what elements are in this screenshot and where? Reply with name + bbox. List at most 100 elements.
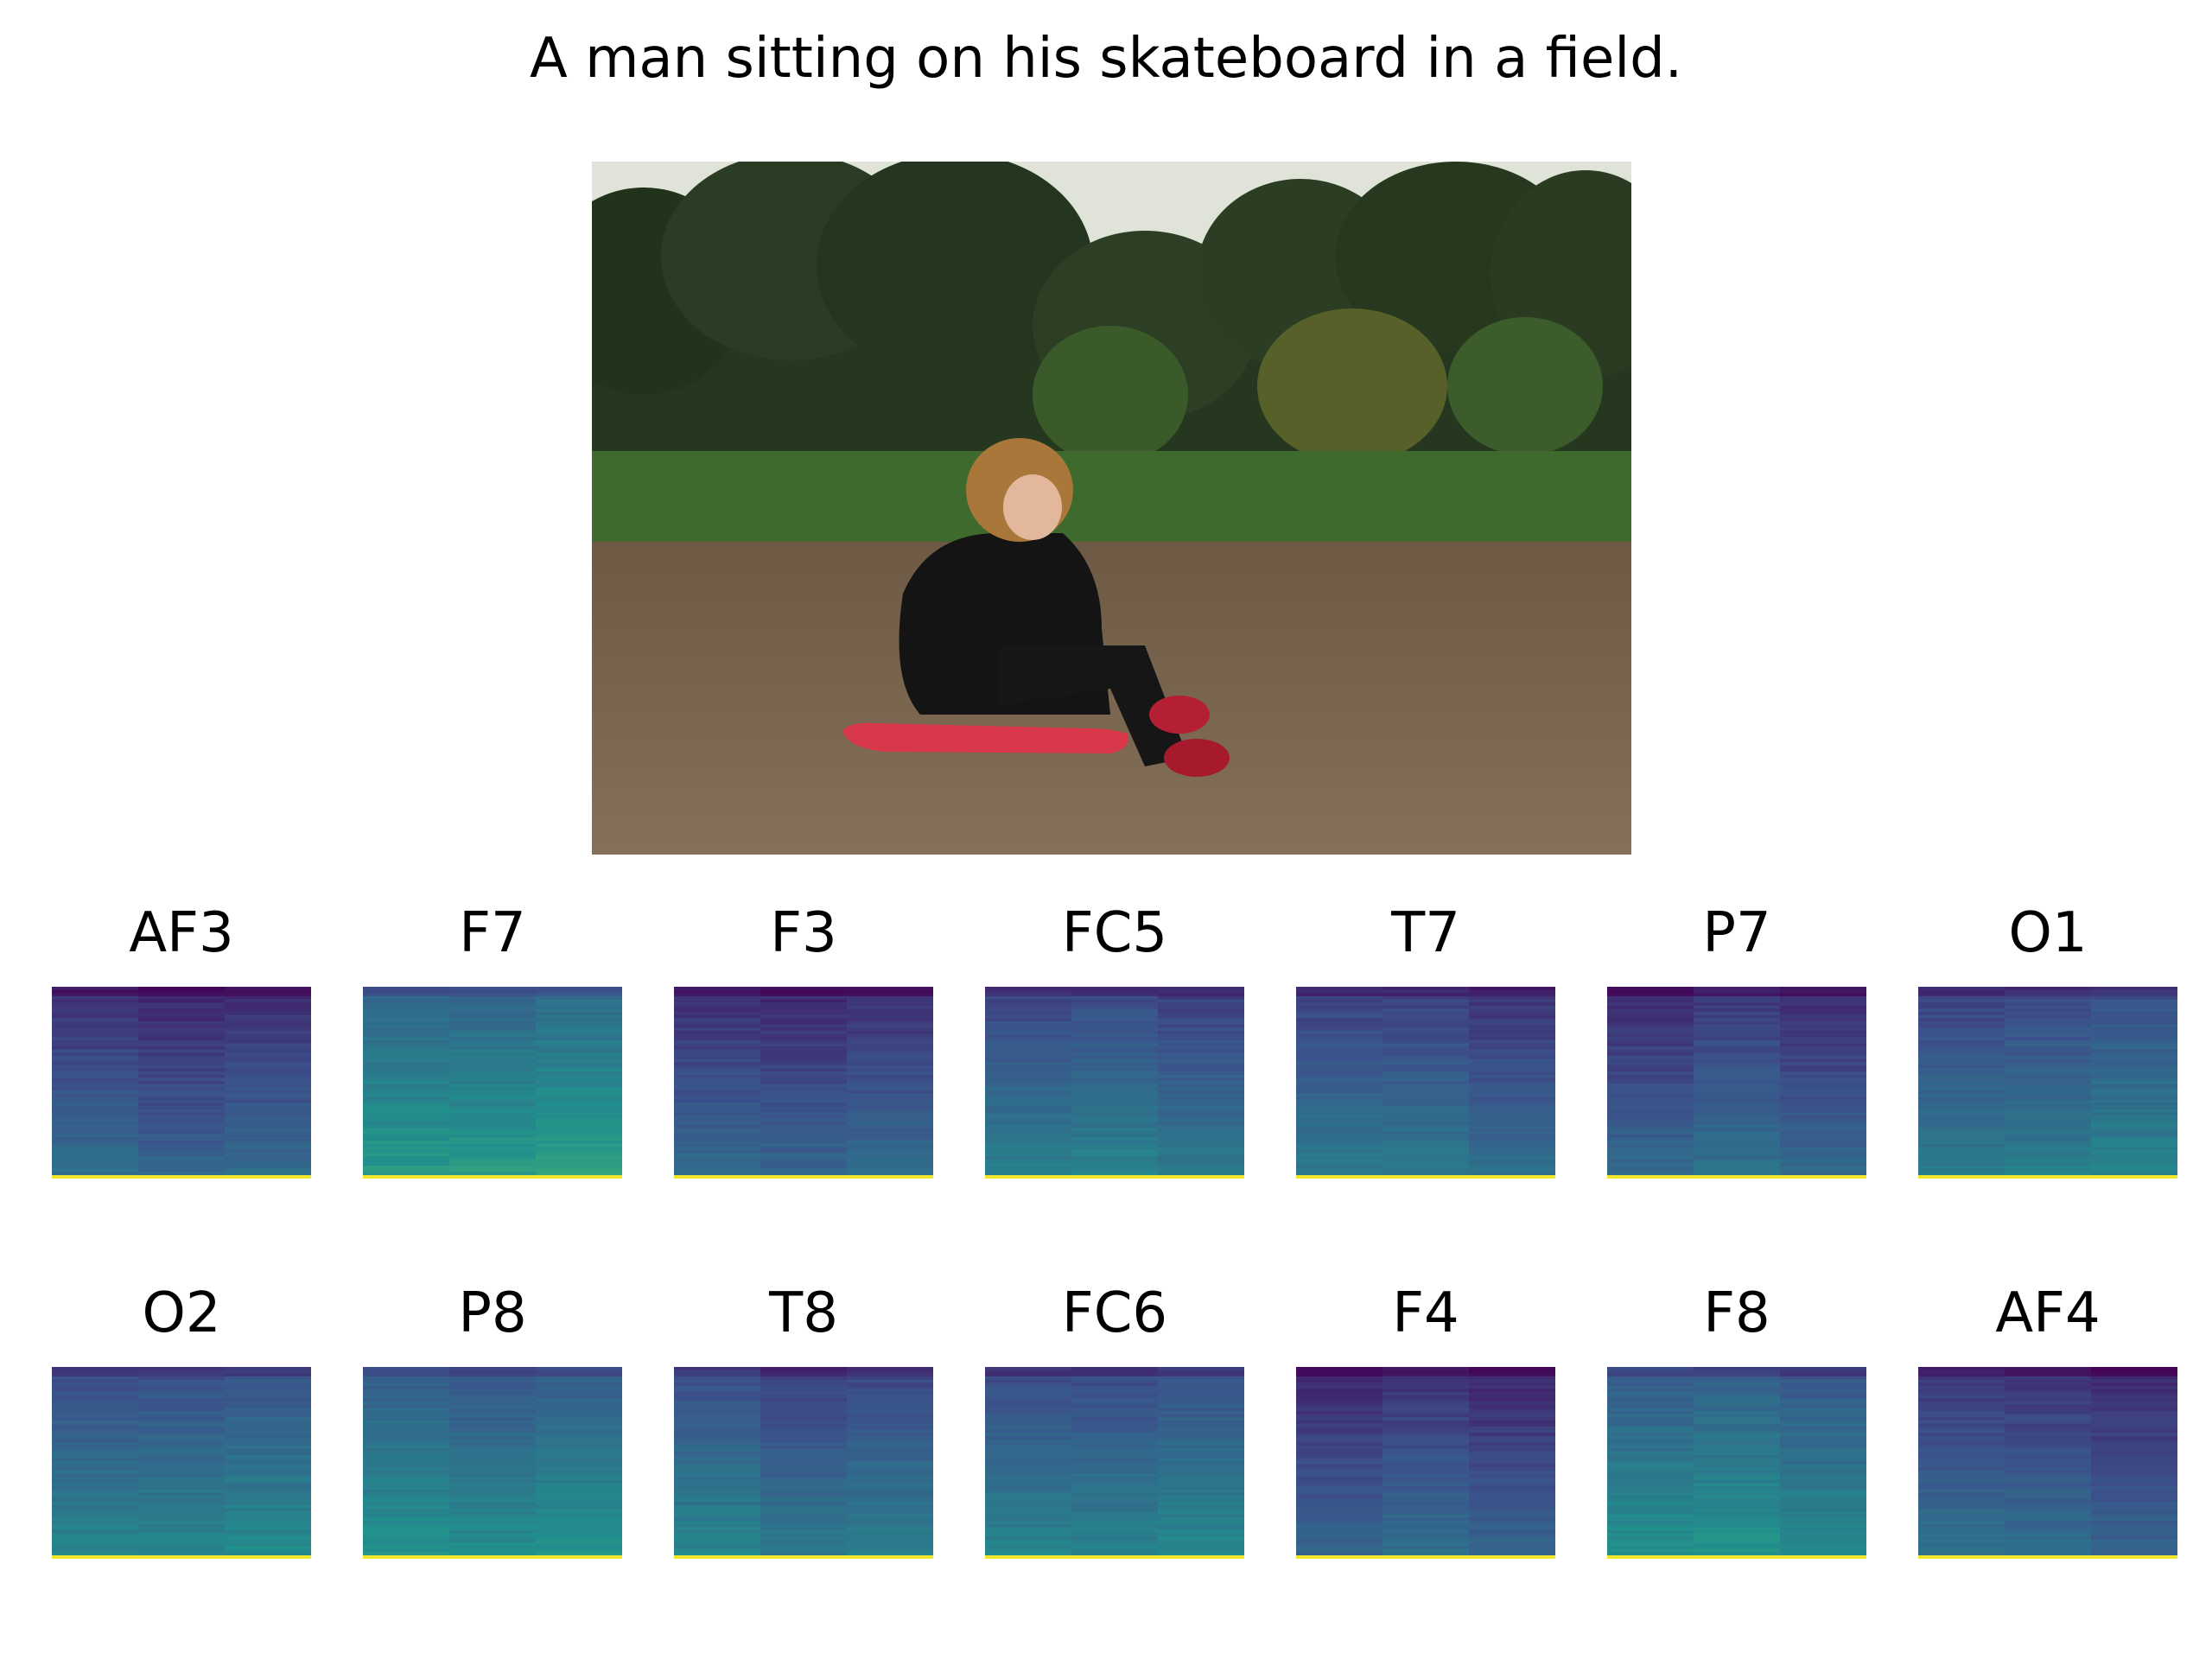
spectrogram-cell [1296,1452,1383,1456]
spectrogram-cell [1296,1448,1383,1452]
spectrogram-cell [536,1379,622,1383]
spectrogram-cell [674,1039,761,1044]
spectrogram-cell [760,1128,848,1132]
spectrogram-cell [225,1030,311,1034]
spectrogram-cell [2005,1489,2092,1493]
spectrogram-cell [1071,1435,1159,1440]
spectrogram-cell [1158,1410,1244,1414]
spectrogram-cell [847,1367,933,1371]
spectrogram-cell [1382,1552,1470,1556]
spectrogram-cell [2091,989,2177,994]
spectrogram-cell [1694,1470,1781,1475]
spectrogram-cell [1918,1401,2005,1406]
spectrogram-cell [1607,1020,1694,1026]
spectrogram-cell [1780,1024,1866,1028]
spectrogram-cell [1918,1046,2005,1051]
spectrogram-cell [1607,1005,1694,1009]
spectrogram-cell [1071,1068,1159,1072]
spectrogram-cell [449,1539,537,1543]
spectrogram-cell [1296,1529,1383,1535]
spectrogram-cell [2091,1081,2177,1085]
spectrogram-cell [847,1479,933,1484]
spectrogram-cell [449,1546,537,1550]
spectrogram-cell [1918,1115,2005,1120]
spectrogram-cell [760,1523,848,1528]
spectrogram-cell [225,1536,311,1541]
spectrogram-cell [985,1087,1072,1091]
spectrogram-cell [363,993,450,997]
spectrogram-cell [1296,1382,1383,1387]
spectrogram-cell [2005,1414,2092,1418]
spectrogram-cell [674,1385,761,1389]
spectrogram-cell [847,1427,933,1431]
spectrogram-cell [847,1106,933,1110]
spectrogram-cell [847,1055,933,1060]
spectrogram-cell [225,1141,311,1145]
spectrogram-cell [674,1495,761,1500]
spectrogram-cell [1158,1498,1244,1503]
spectrogram-cell [985,1147,1072,1151]
spectrogram-cell [674,1118,761,1122]
spectrogram-cell [1158,1039,1244,1044]
spectrogram-cell [363,1502,450,1506]
spectrogram-cell [2005,1429,2092,1433]
spectrogram-cell [449,1172,537,1176]
spectrogram-cell [847,1489,933,1493]
spectrogram-cell [2091,1523,2177,1528]
spectrogram-cell [1918,1429,2005,1433]
spectrogram-cell [847,1417,933,1421]
spectrogram-cell [847,1529,933,1535]
spectrogram-cell [2005,1439,2092,1443]
spectrogram-cell [1607,1492,1694,1497]
spectrogram-cell [2091,1106,2177,1110]
spectrogram-cell [1607,1033,1694,1038]
spectrogram-cell [536,1498,622,1503]
spectrogram-cell [674,1168,761,1173]
spectrogram-cell [2005,1495,2092,1500]
spectrogram-cell [1607,1166,1694,1170]
spectrogram-cell [1780,1043,1866,1047]
spectrogram-cell [1071,1427,1159,1431]
spectrogram-cell [1780,1118,1866,1122]
spectrogram-cell [138,1382,226,1387]
spectrogram-cell [1780,1420,1866,1424]
spectrogram-cell [52,1508,139,1512]
channel-panel-f4: F4 [1296,1279,1555,1559]
spectrogram-cell [2091,1055,2177,1060]
spectrogram-cell [2005,1131,2092,1135]
spectrogram-cell [536,1033,622,1038]
spectrogram-cell [1918,1037,2005,1041]
spectrogram-cell [225,1172,311,1176]
spectrogram-cell [760,1521,848,1525]
spectrogram-cell [138,1401,226,1406]
spectrogram-cell [1694,1410,1781,1414]
spectrogram-cell [1158,1106,1244,1110]
spectrogram-cell [363,1498,450,1503]
spectrogram-cell [1918,1517,2005,1522]
spectrogram-cell [225,1542,311,1547]
spectrogram-cell [52,1486,139,1491]
spectrogram-cell [52,1521,139,1525]
spectrogram-f8 [1607,1367,1866,1559]
spectrogram-cell [1918,1077,2005,1082]
spectrogram-cell [1694,1546,1781,1550]
spectrogram-cell [138,1077,226,1082]
spectrogram-cell [1158,987,1244,991]
spectrogram-cell [2091,1002,2177,1007]
spectrogram-cell [985,1511,1072,1516]
spectrogram-cell [1296,995,1383,1001]
spectrogram-cell [1780,1081,1866,1085]
spectrogram-cell [760,1546,848,1550]
spectrogram-cell [760,1055,848,1060]
spectrogram-cell [363,1511,450,1516]
spectrogram-cell [985,1423,1072,1427]
spectrogram-cell [1918,1052,2005,1057]
spectrogram-cell [1296,987,1383,991]
spectrogram-cell [225,1143,311,1147]
spectrogram-cell [363,1420,450,1424]
spectrogram-cell [1918,1467,2005,1471]
spectrogram-cell [1382,1445,1470,1449]
spectrogram-cell [1382,1172,1470,1176]
spectrogram-cell [1296,1376,1383,1381]
spectrogram-cell [760,1445,848,1449]
